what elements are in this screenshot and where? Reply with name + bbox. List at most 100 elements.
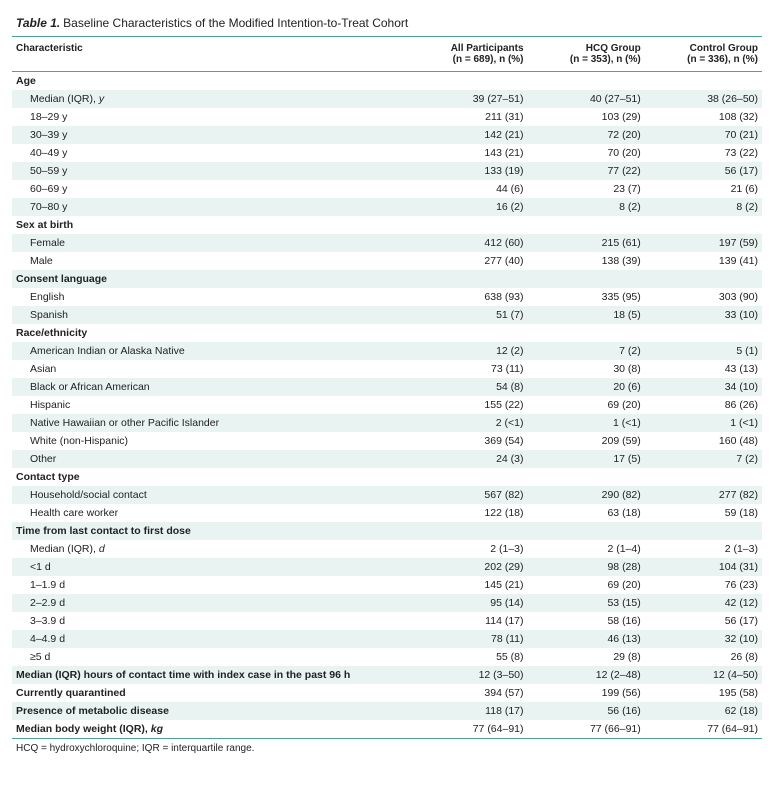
row-value [645, 522, 762, 540]
row-label: American Indian or Alaska Native [12, 342, 410, 360]
row-label: Female [12, 234, 410, 252]
row-label: English [12, 288, 410, 306]
row-value: 199 (56) [528, 684, 645, 702]
row-label: 40–49 y [12, 144, 410, 162]
row-value: 73 (22) [645, 144, 762, 162]
row-value: 46 (13) [528, 630, 645, 648]
row-value: 58 (16) [528, 612, 645, 630]
row-label: Spanish [12, 306, 410, 324]
row-value: 42 (12) [645, 594, 762, 612]
row-value: 34 (10) [645, 378, 762, 396]
row-value: 139 (41) [645, 252, 762, 270]
row-value: 277 (40) [410, 252, 527, 270]
row-label: Contact type [12, 468, 410, 486]
row-value: 38 (26–50) [645, 90, 762, 108]
table-row: Median body weight (IQR), kg 77 (64–91)77… [12, 720, 762, 739]
row-value: 160 (48) [645, 432, 762, 450]
row-value: 155 (22) [410, 396, 527, 414]
row-value: 122 (18) [410, 504, 527, 522]
table-row: Female412 (60)215 (61)197 (59) [12, 234, 762, 252]
table-row: 4–4.9 d78 (11)46 (13)32 (10) [12, 630, 762, 648]
row-value: 44 (6) [410, 180, 527, 198]
table-title: Table 1. Baseline Characteristics of the… [12, 10, 762, 37]
row-value: 412 (60) [410, 234, 527, 252]
row-label: Age [12, 72, 410, 91]
row-value: 108 (32) [645, 108, 762, 126]
row-value: 63 (18) [528, 504, 645, 522]
row-value: 12 (2) [410, 342, 527, 360]
row-value: 209 (59) [528, 432, 645, 450]
row-value: 70 (20) [528, 144, 645, 162]
row-value [645, 216, 762, 234]
row-label: Household/social contact [12, 486, 410, 504]
row-value: 5 (1) [645, 342, 762, 360]
row-value: 72 (20) [528, 126, 645, 144]
row-value: 8 (2) [528, 198, 645, 216]
table-header-row: Characteristic All Participants (n = 689… [12, 37, 762, 72]
row-value: 114 (17) [410, 612, 527, 630]
row-label: <1 d [12, 558, 410, 576]
row-label: Asian [12, 360, 410, 378]
table-row: White (non-Hispanic)369 (54)209 (59)160 … [12, 432, 762, 450]
row-value: 39 (27–51) [410, 90, 527, 108]
table-row: 30–39 y142 (21)72 (20)70 (21) [12, 126, 762, 144]
table-row: 40–49 y143 (21)70 (20)73 (22) [12, 144, 762, 162]
row-value: 33 (10) [645, 306, 762, 324]
row-value: 40 (27–51) [528, 90, 645, 108]
table-row: American Indian or Alaska Native12 (2)7 … [12, 342, 762, 360]
table-row: 2–2.9 d95 (14)53 (15)42 (12) [12, 594, 762, 612]
row-label: Median (IQR), y [12, 90, 410, 108]
row-value: 77 (22) [528, 162, 645, 180]
row-value: 638 (93) [410, 288, 527, 306]
table-description: Baseline Characteristics of the Modified… [63, 16, 408, 30]
row-label: Currently quarantined [12, 684, 410, 702]
table-row: Native Hawaiian or other Pacific Islande… [12, 414, 762, 432]
row-label: Black or African American [12, 378, 410, 396]
table-row: Age [12, 72, 762, 91]
table-row: Median (IQR), d2 (1–3)2 (1–4)2 (1–3) [12, 540, 762, 558]
table-row: <1 d202 (29)98 (28)104 (31) [12, 558, 762, 576]
row-value: 394 (57) [410, 684, 527, 702]
row-label: 50–59 y [12, 162, 410, 180]
col-control-group: Control Group (n = 336), n (%) [645, 37, 762, 72]
row-value: 76 (23) [645, 576, 762, 594]
row-value: 70 (21) [645, 126, 762, 144]
row-value: 77 (66–91) [528, 720, 645, 739]
table-row: Median (IQR) hours of contact time with … [12, 666, 762, 684]
row-value: 20 (6) [528, 378, 645, 396]
row-value: 215 (61) [528, 234, 645, 252]
table-row: Health care worker122 (18)63 (18)59 (18) [12, 504, 762, 522]
table-row: 1–1.9 d145 (21)69 (20)76 (23) [12, 576, 762, 594]
table-row: Black or African American54 (8)20 (6)34 … [12, 378, 762, 396]
row-value: 69 (20) [528, 396, 645, 414]
row-value: 98 (28) [528, 558, 645, 576]
row-value: 69 (20) [528, 576, 645, 594]
row-value [528, 468, 645, 486]
row-label: 2–2.9 d [12, 594, 410, 612]
row-value: 77 (64–91) [645, 720, 762, 739]
row-value: 145 (21) [410, 576, 527, 594]
row-value: 51 (7) [410, 306, 527, 324]
table-row: ≥5 d55 (8)29 (8)26 (8) [12, 648, 762, 666]
row-value: 1 (<1) [645, 414, 762, 432]
row-value: 104 (31) [645, 558, 762, 576]
row-value: 43 (13) [645, 360, 762, 378]
row-value [410, 72, 527, 91]
row-label: 3–3.9 d [12, 612, 410, 630]
row-value: 24 (3) [410, 450, 527, 468]
row-value: 2 (1–3) [645, 540, 762, 558]
row-value [528, 216, 645, 234]
col-characteristic: Characteristic [12, 37, 410, 72]
table-row: 70–80 y16 (2)8 (2)8 (2) [12, 198, 762, 216]
row-value: 7 (2) [645, 450, 762, 468]
row-label: Median body weight (IQR), kg [12, 720, 410, 739]
row-value: 133 (19) [410, 162, 527, 180]
row-label: 70–80 y [12, 198, 410, 216]
row-value: 202 (29) [410, 558, 527, 576]
row-value: 18 (5) [528, 306, 645, 324]
row-label: ≥5 d [12, 648, 410, 666]
row-value: 277 (82) [645, 486, 762, 504]
table-row: Spanish51 (7)18 (5)33 (10) [12, 306, 762, 324]
table-row: Sex at birth [12, 216, 762, 234]
row-value [410, 216, 527, 234]
